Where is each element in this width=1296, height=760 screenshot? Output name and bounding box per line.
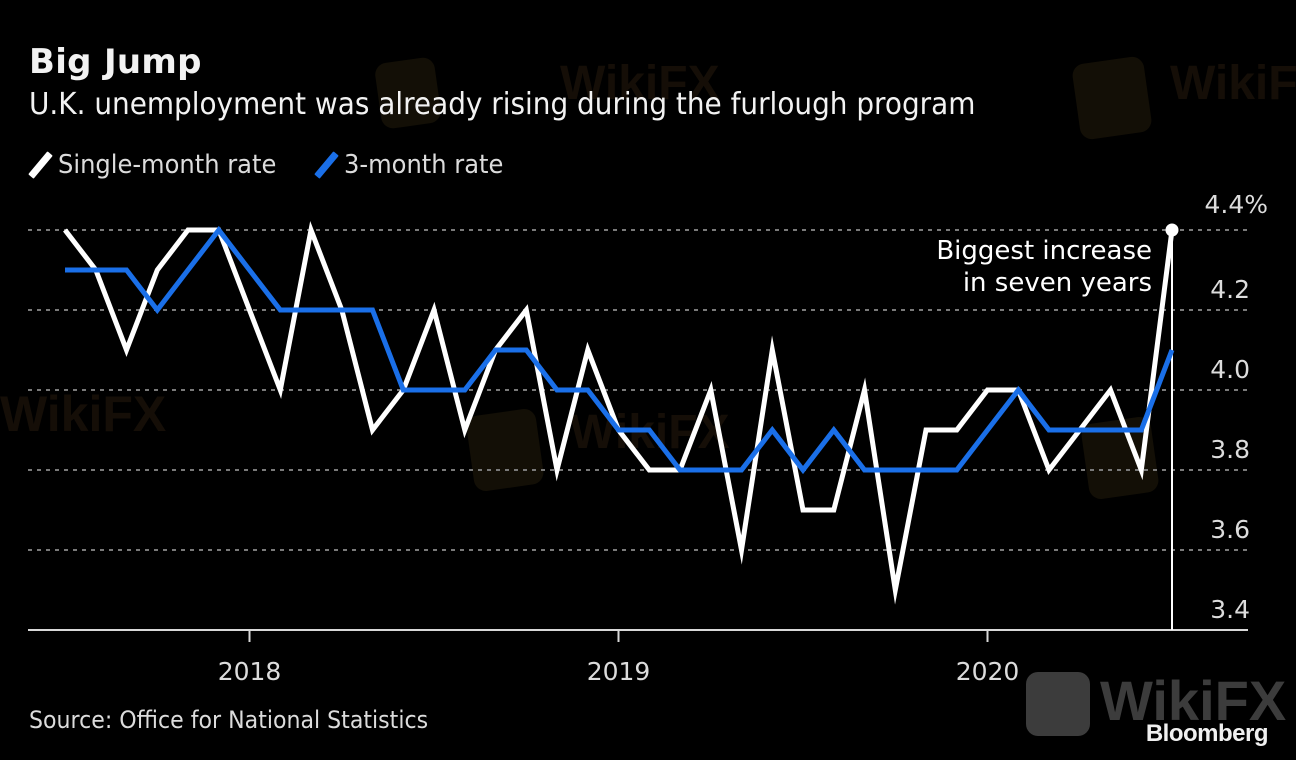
annotation-background [920, 234, 1158, 300]
chart-title: Big Jump [29, 42, 202, 82]
legend-item-3-month: 3-month rate [313, 150, 515, 180]
x-tick-label: 2019 [587, 657, 651, 686]
annotation-end-marker [1165, 223, 1179, 237]
y-tick-label: 4.4% [1204, 190, 1268, 219]
annotation-text: in seven years [963, 268, 1152, 298]
x-tick-label: 2020 [956, 657, 1020, 686]
x-axis: 2018 2019 2020 [28, 629, 1248, 686]
wikifx-watermark: WikiFX [1100, 669, 1287, 732]
wikifx-logo-icon [1026, 672, 1090, 736]
y-tick-label: 3.6 [1210, 515, 1250, 544]
series-lines [63, 220, 1175, 605]
annotation-text: Biggest increase [936, 236, 1152, 266]
y-tick-label: 3.8 [1210, 435, 1250, 464]
legend-label: Single-month rate [58, 150, 277, 180]
y-tick-label: 4.2 [1210, 275, 1250, 304]
legend-item-single-month: Single-month rate [28, 150, 293, 180]
legend: Single-month rate 3-month rate [28, 150, 537, 180]
bloomberg-logo: Bloomberg [1145, 720, 1269, 747]
source-note: Source: Office for National Statistics [29, 706, 429, 734]
y-tick-label: 4.0 [1210, 355, 1250, 384]
y-axis-ticks: 3.4 3.6 3.8 4.0 4.2 4.4% [1204, 190, 1268, 624]
legend-label: 3-month rate [343, 150, 504, 180]
y-tick-label: 3.4 [1210, 595, 1250, 624]
x-tick-label: 2018 [218, 657, 282, 686]
chart-subtitle: U.K. unemployment was already rising dur… [29, 87, 976, 122]
